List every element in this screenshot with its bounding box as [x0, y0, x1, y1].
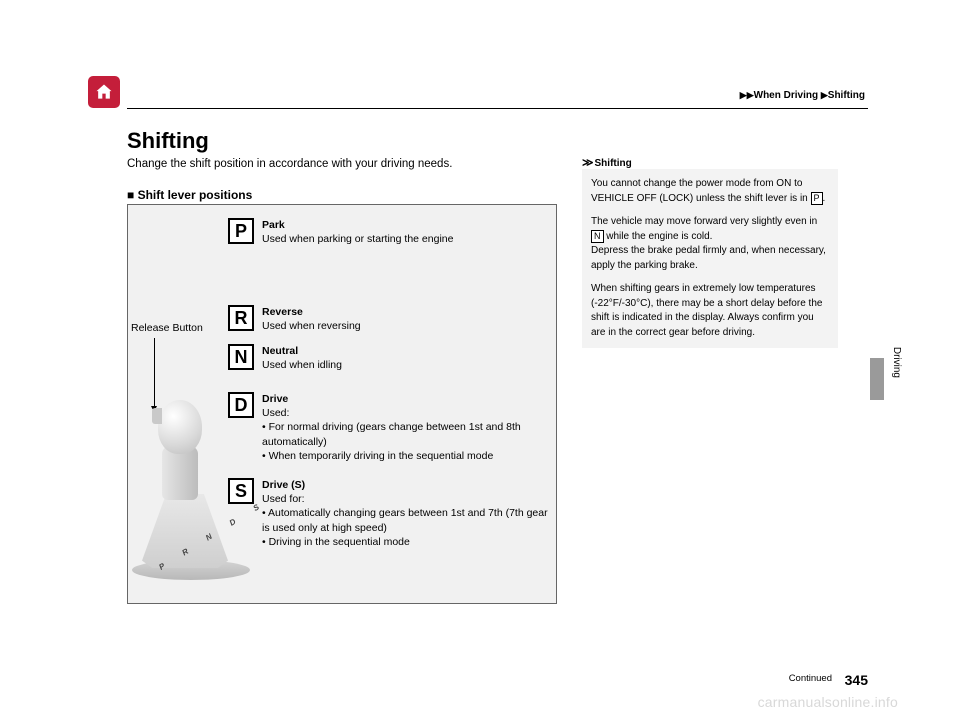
info-heading: Shifting — [582, 156, 632, 169]
subheading: Shift lever positions — [127, 188, 252, 202]
section-tab — [870, 358, 884, 400]
divider — [127, 108, 868, 109]
page-number: 345 — [845, 672, 868, 688]
shift-release-button — [152, 408, 162, 424]
chevron-right-icon: ▶ — [740, 90, 747, 100]
gear-name-n: Neutral — [262, 345, 298, 357]
continued-label: Continued — [789, 673, 832, 684]
breadcrumb: ▶▶When Driving ▶Shifting — [740, 90, 865, 101]
gear-name-r: Reverse — [262, 306, 303, 318]
gear-desc-n: Used when idling — [262, 359, 342, 371]
gear-desc-r: Used when reversing — [262, 320, 361, 332]
gear-letter-s: S — [228, 478, 254, 504]
section-side-label: Driving — [891, 347, 902, 378]
gear-d-bullet-1: For normal driving (gears change between… — [262, 420, 552, 448]
position-drive: D Drive Used: For normal driving (gears … — [228, 392, 552, 463]
info-p1b: . — [823, 193, 826, 204]
gear-letter-d: D — [228, 392, 254, 418]
watermark: carmanualsonline.info — [758, 694, 898, 710]
info-box: You cannot change the power mode from ON… — [582, 169, 838, 348]
gear-s-bullet-1: Automatically changing gears between 1st… — [262, 506, 552, 534]
position-reverse: R Reverse Used when reversing — [228, 305, 544, 333]
gear-d-bullet-2: When temporarily driving in the sequenti… — [262, 449, 552, 463]
gear-intro-s: Used for: — [262, 493, 305, 505]
shift-shaft — [162, 446, 198, 500]
gear-letter-r: R — [228, 305, 254, 331]
gear-s-bullet-2: Driving in the sequential mode — [262, 535, 552, 549]
gear-letter-n: N — [228, 344, 254, 370]
position-park: P Park Used when parking or starting the… — [228, 218, 544, 246]
gear-letter-p: P — [228, 218, 254, 244]
manual-page: ▶▶When Driving ▶Shifting Driving Shiftin… — [0, 0, 960, 722]
info-p1: You cannot change the power mode from ON… — [591, 177, 829, 206]
gear-name-s: Drive (S) — [262, 479, 305, 491]
home-icon[interactable] — [88, 76, 120, 108]
breadcrumb-b: Shifting — [828, 90, 865, 101]
position-neutral: N Neutral Used when idling — [228, 344, 544, 372]
info-p2c: Depress the brake pedal firmly and, when… — [591, 245, 826, 271]
release-button-label: Release Button — [131, 322, 203, 334]
chevron-right-icon: ▶ — [747, 90, 754, 100]
page-title: Shifting — [127, 128, 209, 154]
gear-desc-p: Used when parking or starting the engine — [262, 233, 453, 245]
info-p2: The vehicle may move forward very slight… — [591, 215, 829, 273]
gear-name-p: Park — [262, 219, 285, 231]
position-drive-s: S Drive (S) Used for: Automatically chan… — [228, 478, 552, 549]
info-p2a: The vehicle may move forward very slight… — [591, 216, 817, 227]
breadcrumb-a: When Driving — [754, 90, 818, 101]
info-p2b: while the engine is cold. — [604, 231, 713, 242]
shift-knob — [158, 400, 202, 454]
callout-line — [154, 338, 155, 408]
gear-name-d: Drive — [262, 393, 288, 405]
inline-gear-p: P — [811, 192, 823, 205]
chevron-right-icon: ▶ — [821, 90, 828, 100]
info-p1a: You cannot change the power mode from ON… — [591, 178, 811, 204]
info-p3: When shifting gears in extremely low tem… — [591, 282, 829, 340]
page-subtitle: Change the shift position in accordance … — [127, 158, 452, 170]
inline-gear-n: N — [591, 230, 604, 243]
gear-intro-d: Used: — [262, 407, 289, 419]
